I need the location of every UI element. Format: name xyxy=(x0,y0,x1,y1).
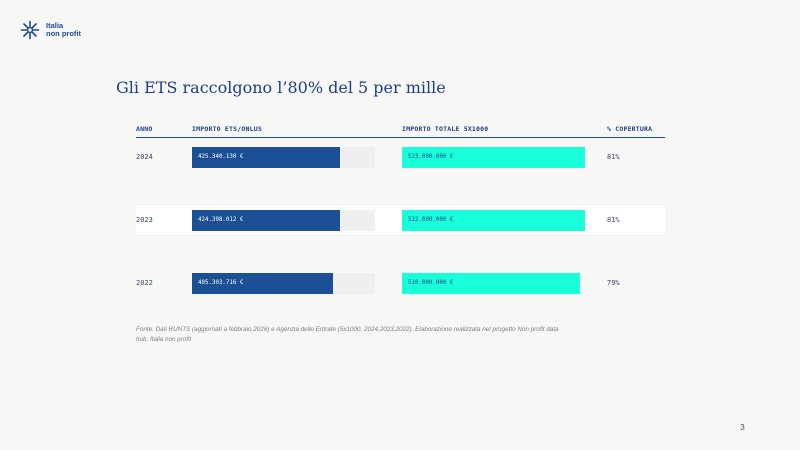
ets-value-label: 424.398.012 € xyxy=(198,217,244,223)
year-label: 2024 xyxy=(136,153,153,161)
total-value-label: 522.000.000 € xyxy=(408,217,454,223)
brand-line-2: non profit xyxy=(46,29,81,38)
coverage-label: 81% xyxy=(607,216,620,224)
brand-name: Italia non profit xyxy=(46,22,96,38)
brand-line-1: Italia xyxy=(46,21,64,30)
ets-value-label: 405.303.716 € xyxy=(198,280,244,286)
page-title: Gli ETS raccolgono l’80% del 5 per mille xyxy=(116,78,446,97)
ets-bar-track: 424.398.012 € xyxy=(192,210,375,231)
year-label: 2023 xyxy=(136,216,153,224)
header-importo-ets: IMPORTO ETS/ONLUS xyxy=(192,125,262,133)
ets-value-label: 425.340.130 € xyxy=(198,154,244,160)
page-number: 3 xyxy=(740,422,745,432)
header-importo-totale: IMPORTO TOTALE 5X1000 xyxy=(402,125,489,133)
ets-bar: 405.303.716 € xyxy=(192,273,333,294)
total-value-label: 523.000.000 € xyxy=(408,154,454,160)
total-bar: 510.000.000 € xyxy=(402,273,580,294)
ets-bar: 425.340.130 € xyxy=(192,147,340,168)
ets-bar: 424.398.012 € xyxy=(192,210,340,231)
table-header: ANNO IMPORTO ETS/ONLUS IMPORTO TOTALE 5X… xyxy=(136,125,665,137)
ets-bar-track: 425.340.130 € xyxy=(192,147,375,168)
asterisk-logo-icon xyxy=(20,20,40,40)
header-anno: ANNO xyxy=(136,125,153,133)
ets-bar-track: 405.303.716 € xyxy=(192,273,375,294)
header-copertura: % COPERTURA xyxy=(607,125,653,133)
source-footnote: Fonte: Dati RUNTS (aggiornati a febbraio… xyxy=(136,326,559,343)
table-row: 2022 405.303.716 € 510.000.000 € 79% xyxy=(136,268,665,300)
total-value-label: 510.000.000 € xyxy=(408,280,454,286)
coverage-label: 79% xyxy=(607,279,620,287)
brand-logo: Italia non profit xyxy=(20,20,96,40)
year-label: 2022 xyxy=(136,279,153,287)
total-bar: 522.000.000 € xyxy=(402,210,585,231)
coverage-label: 81% xyxy=(607,153,620,161)
table-row: 2024 425.340.130 € 523.000.000 € 81% xyxy=(136,142,665,174)
table-row-highlighted: 2023 424.398.012 € 522.000.000 € 81% xyxy=(136,204,665,236)
total-bar: 523.000.000 € xyxy=(402,147,585,168)
header-divider xyxy=(136,137,665,138)
